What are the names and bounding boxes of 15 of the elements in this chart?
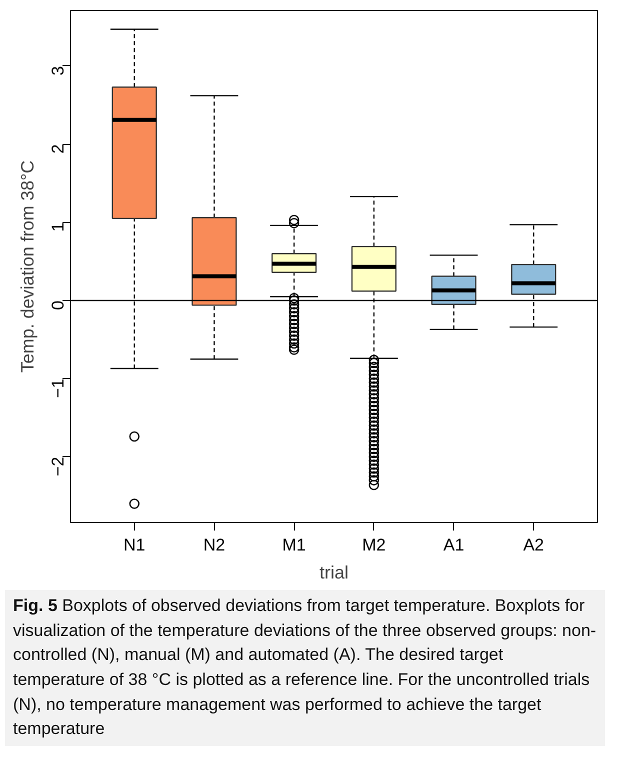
y-tick-label: 2: [48, 144, 68, 154]
y-tick-label: 3: [48, 66, 68, 76]
y-tick-label: 1: [48, 222, 68, 232]
y-tick-label: −1: [48, 378, 68, 398]
x-tick-label: M2: [362, 536, 386, 554]
caption: Fig. 5: [13, 596, 58, 615]
x-tick-label: A1: [443, 536, 464, 554]
y-tick-label: −2: [48, 456, 68, 476]
x-tick-label: M1: [282, 536, 306, 554]
y-tick-label: 0: [48, 300, 68, 310]
x-tick-label: N2: [203, 536, 226, 554]
x-tick-label: A2: [523, 536, 544, 554]
x-axis-title: trial: [320, 562, 349, 582]
y-axis-title: Temp. deviation from 38°C: [18, 160, 38, 373]
x-tick-label: N1: [124, 536, 146, 554]
